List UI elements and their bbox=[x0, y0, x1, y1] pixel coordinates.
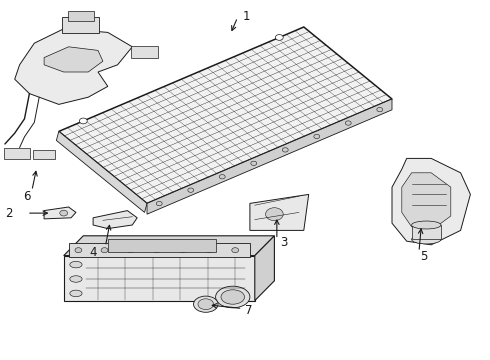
Circle shape bbox=[101, 248, 108, 253]
Text: 1: 1 bbox=[243, 10, 250, 23]
Circle shape bbox=[206, 248, 213, 253]
Polygon shape bbox=[250, 194, 309, 230]
Circle shape bbox=[314, 134, 319, 139]
Polygon shape bbox=[147, 99, 392, 214]
Ellipse shape bbox=[198, 299, 214, 310]
Circle shape bbox=[275, 35, 283, 40]
Ellipse shape bbox=[70, 261, 82, 268]
Ellipse shape bbox=[70, 290, 82, 297]
Circle shape bbox=[266, 208, 283, 221]
Ellipse shape bbox=[216, 286, 250, 308]
Polygon shape bbox=[93, 211, 137, 229]
Circle shape bbox=[188, 188, 194, 192]
Ellipse shape bbox=[412, 221, 441, 229]
Polygon shape bbox=[15, 29, 132, 104]
FancyBboxPatch shape bbox=[131, 46, 158, 58]
Text: 5: 5 bbox=[420, 250, 428, 263]
Polygon shape bbox=[44, 207, 76, 219]
Bar bbox=[64, 256, 255, 301]
Circle shape bbox=[60, 210, 68, 216]
Ellipse shape bbox=[412, 235, 441, 244]
Polygon shape bbox=[56, 131, 147, 212]
Circle shape bbox=[345, 121, 351, 125]
Circle shape bbox=[79, 118, 87, 124]
Bar bbox=[412, 225, 441, 239]
Polygon shape bbox=[59, 27, 392, 203]
Circle shape bbox=[232, 248, 239, 253]
FancyBboxPatch shape bbox=[4, 148, 30, 159]
Circle shape bbox=[75, 248, 82, 253]
FancyBboxPatch shape bbox=[33, 150, 55, 159]
Ellipse shape bbox=[70, 276, 82, 282]
Polygon shape bbox=[64, 236, 274, 256]
Bar bbox=[69, 243, 250, 257]
Bar bbox=[108, 239, 216, 252]
Polygon shape bbox=[402, 173, 451, 230]
Text: 3: 3 bbox=[280, 237, 288, 249]
FancyBboxPatch shape bbox=[62, 17, 99, 33]
Circle shape bbox=[377, 108, 383, 112]
Circle shape bbox=[127, 248, 134, 253]
Text: 6: 6 bbox=[24, 190, 31, 203]
Polygon shape bbox=[44, 47, 103, 72]
Text: 4: 4 bbox=[90, 246, 97, 258]
Polygon shape bbox=[255, 236, 274, 301]
Circle shape bbox=[282, 148, 288, 152]
Ellipse shape bbox=[221, 290, 245, 304]
Text: 2: 2 bbox=[5, 207, 12, 220]
Ellipse shape bbox=[194, 296, 218, 312]
Circle shape bbox=[251, 161, 257, 166]
Circle shape bbox=[179, 248, 186, 253]
Text: 7: 7 bbox=[245, 304, 252, 317]
Circle shape bbox=[153, 248, 160, 253]
FancyBboxPatch shape bbox=[68, 11, 94, 21]
Circle shape bbox=[156, 202, 162, 206]
Circle shape bbox=[220, 175, 225, 179]
Polygon shape bbox=[392, 158, 470, 245]
